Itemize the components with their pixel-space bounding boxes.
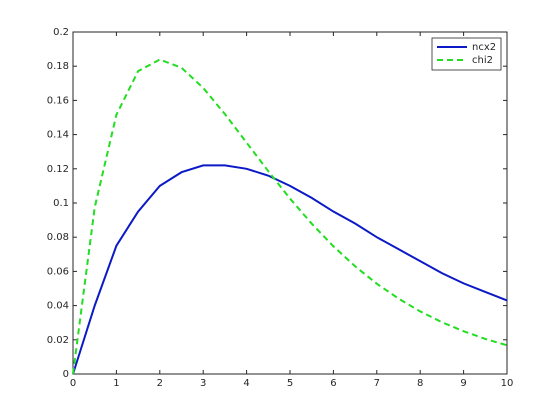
y-tick-label: 0.04 (47, 301, 69, 312)
x-tick-label: 8 (417, 378, 423, 389)
y-tick-label: 0.02 (47, 335, 69, 346)
y-tick-label: 0.18 (47, 61, 69, 72)
plot-frame (72, 31, 508, 375)
x-tick-label: 9 (460, 378, 466, 389)
legend-box (431, 37, 502, 71)
legend-label: ncx2 (472, 42, 496, 53)
y-tick-label: 0.2 (53, 27, 69, 38)
legend-label: chi2 (472, 55, 493, 66)
x-tick-label: 5 (287, 378, 293, 389)
x-tick-label: 4 (243, 378, 249, 389)
y-tick-label: 0 (63, 369, 69, 380)
y-tick-label: 0.16 (47, 95, 69, 106)
series-line (72, 164, 508, 375)
x-tick-label: 7 (374, 378, 380, 389)
x-tick-label: 0 (70, 378, 76, 389)
series-line (72, 58, 508, 375)
legend: ncx2 chi2 (431, 37, 502, 71)
y-tick-label: 0.06 (47, 266, 69, 277)
y-tick-label: 0.1 (53, 198, 69, 209)
x-tick-label: 3 (200, 378, 206, 389)
x-tick-label: 6 (330, 378, 336, 389)
y-tick-label: 0.14 (47, 130, 69, 141)
y-tick-label: 0.08 (47, 232, 69, 243)
x-tick-label: 10 (501, 378, 514, 389)
y-tick-label: 0.12 (47, 164, 69, 175)
x-tick-label: 2 (157, 378, 163, 389)
x-tick-label: 1 (113, 378, 119, 389)
